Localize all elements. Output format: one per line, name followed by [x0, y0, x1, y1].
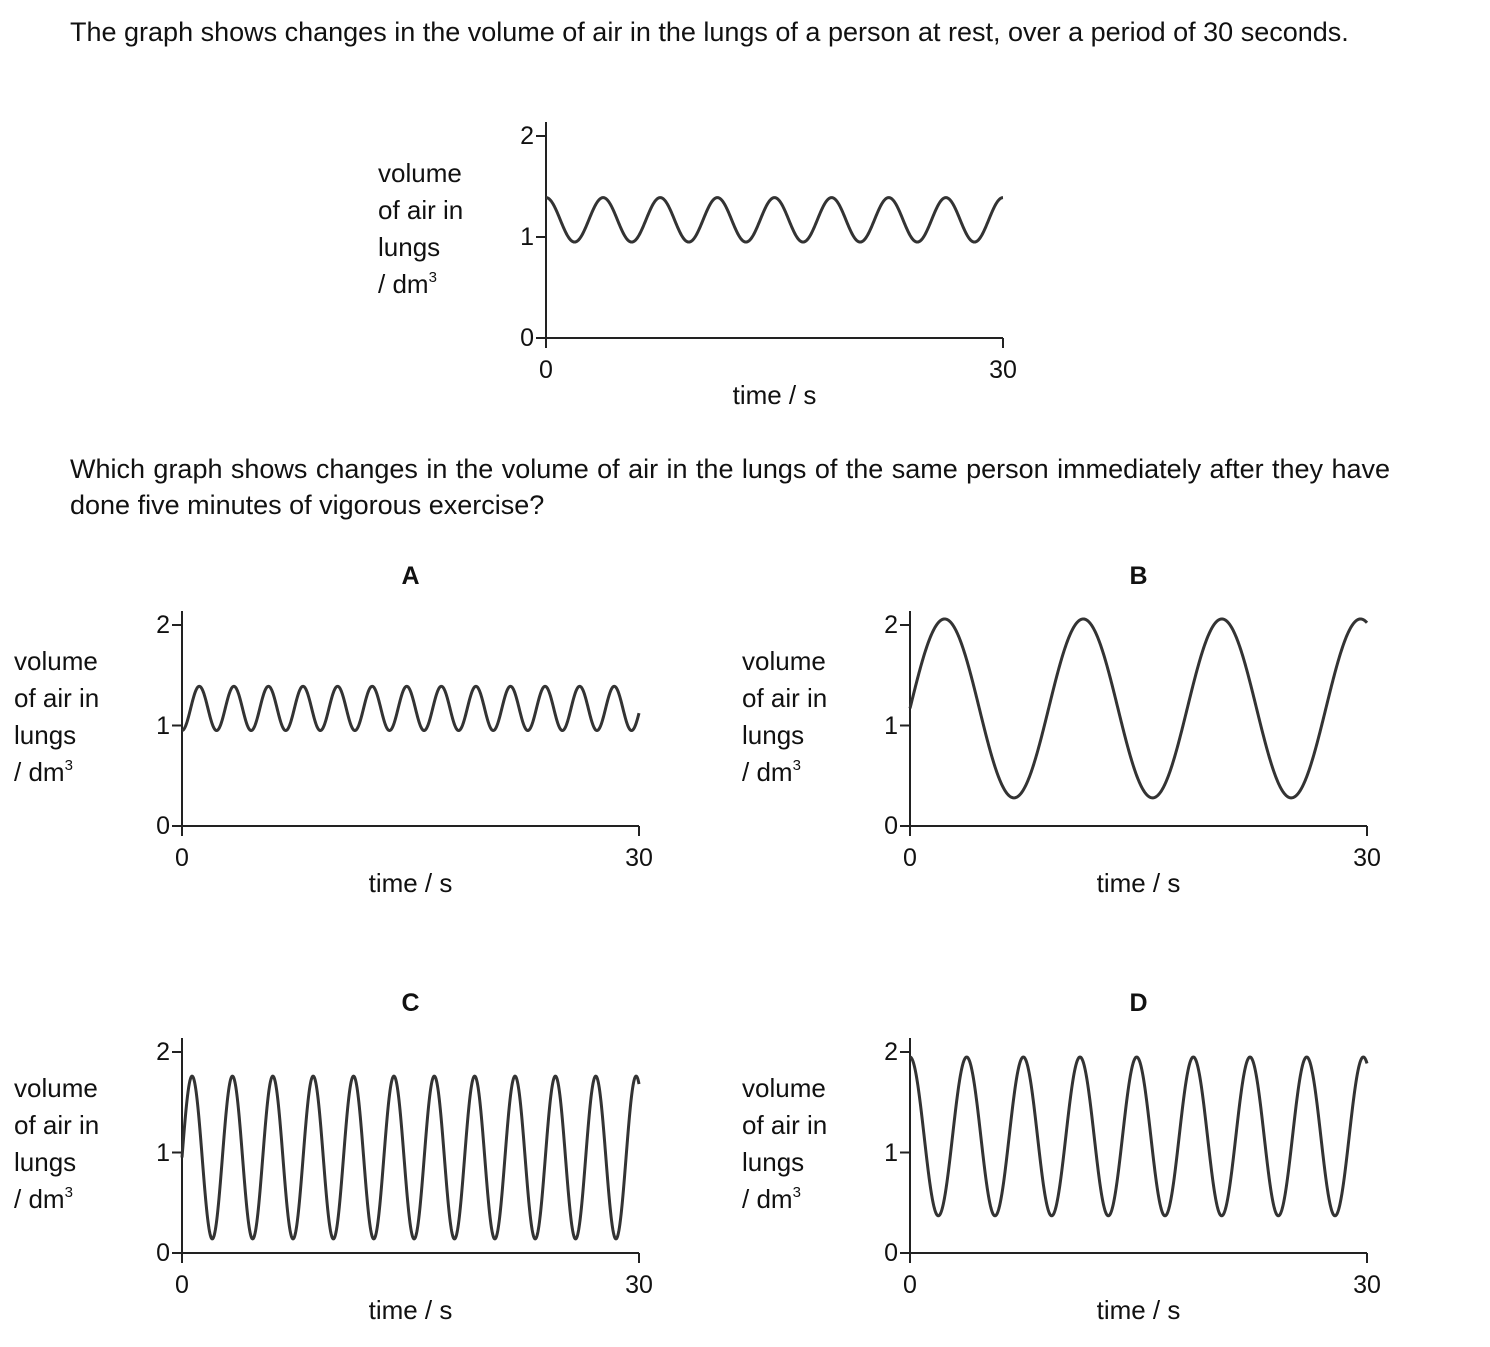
chart-rest: 0 1 2 0 30 time / s volume of air in lungs / dm3	[0, 110, 1017, 410]
unit-superscript: 3	[64, 1184, 73, 1201]
y-axis-label: volume of air in lungs / dm3	[742, 1070, 827, 1218]
y-axis-label: volume of air in lungs / dm3	[14, 1070, 99, 1218]
plot-area	[900, 611, 1369, 836]
y-tick-label: 2	[884, 611, 898, 639]
unit-superscript: 3	[792, 1184, 801, 1201]
x-tick-label: 30	[989, 356, 1017, 384]
plot-area	[536, 122, 1005, 348]
plot-area	[900, 1038, 1369, 1263]
y-tick-label: 1	[520, 223, 534, 251]
y-axis-label-line: lungs	[742, 1147, 805, 1177]
y-tick-label: 2	[156, 611, 170, 639]
y-axis-label-line: lungs	[14, 720, 77, 750]
y-tick-label: 0	[520, 324, 534, 352]
question-intro: The graph shows changes in the volume of…	[70, 17, 1349, 47]
x-axis-label: time / s	[732, 380, 817, 410]
y-axis-label-line: / dm3	[14, 1184, 73, 1214]
y-axis-label-line: of air in	[742, 1110, 828, 1140]
y-axis-label-line: of air in	[742, 683, 828, 713]
x-tick-label: 30	[1353, 844, 1381, 872]
y-axis-label-line: volume	[378, 158, 462, 188]
question-prompt: Which graph shows changes in the volume …	[70, 454, 1390, 520]
y-axis-label: volume of air in lungs / dm3	[742, 643, 827, 791]
chart-option-d: 0 1 2 0 30 time / s volume of air in lungs / dm3 D	[728, 987, 1428, 1325]
x-tick-label: 0	[903, 844, 917, 872]
option-letter: A	[401, 562, 420, 590]
unit-superscript: 3	[792, 757, 801, 774]
volume-curve	[180, 684, 641, 733]
y-tick-label: 1	[156, 711, 170, 740]
x-tick-label: 0	[175, 1271, 189, 1299]
volume-curve	[544, 196, 1005, 244]
y-tick-label: 0	[884, 1239, 898, 1267]
x-tick-label: 30	[625, 1271, 653, 1299]
y-axis-label-line: volume	[14, 1073, 98, 1103]
option-letter: B	[1129, 562, 1148, 590]
volume-curve	[908, 1055, 1369, 1218]
x-axis-label: time / s	[368, 1295, 453, 1325]
x-tick-label: 0	[175, 844, 189, 872]
volume-curve	[908, 617, 1369, 800]
y-axis-label-line: volume	[14, 646, 98, 676]
plot-area	[172, 1038, 641, 1263]
plot-area	[172, 611, 641, 836]
x-tick-label: 30	[1353, 1271, 1381, 1299]
y-axis-label-line: volume	[742, 1073, 826, 1103]
unit-superscript: 3	[64, 757, 73, 774]
x-tick-label: 0	[539, 356, 553, 384]
y-axis-label-line: / dm3	[742, 757, 801, 787]
chart-option-a: 0 1 2 0 30 time / s volume of air in lungs / dm3 A	[0, 560, 700, 898]
x-axis-label: time / s	[368, 868, 453, 898]
y-axis-label-line: of air in	[378, 195, 464, 225]
option-letter: C	[401, 989, 420, 1017]
x-axis-label: time / s	[1096, 1295, 1181, 1325]
y-tick-label: 1	[884, 711, 898, 740]
y-axis-label-line: / dm3	[742, 1184, 801, 1214]
unit-superscript: 3	[428, 269, 437, 286]
y-tick-label: 0	[156, 812, 170, 840]
y-tick-label: 0	[884, 812, 898, 840]
y-axis-label-line: volume	[742, 646, 826, 676]
y-tick-label: 2	[156, 1038, 170, 1066]
chart-option-c: 0 1 2 0 30 time / s volume of air in lungs / dm3 C	[0, 987, 700, 1325]
y-axis-label: volume of air in lungs / dm3	[14, 643, 99, 791]
y-axis-label-line: / dm3	[14, 757, 73, 787]
y-axis-label-line: lungs	[378, 232, 441, 262]
y-axis-label-line: lungs	[742, 720, 805, 750]
volume-curve	[180, 1074, 641, 1241]
x-tick-label: 0	[903, 1271, 917, 1299]
y-tick-label: 2	[520, 122, 534, 150]
y-tick-label: 1	[884, 1138, 898, 1167]
y-axis-label-line: lungs	[14, 1147, 77, 1177]
x-tick-label: 30	[625, 844, 653, 872]
x-axis-label: time / s	[1096, 868, 1181, 898]
y-tick-label: 2	[884, 1038, 898, 1066]
chart-option-b: 0 1 2 0 30 time / s volume of air in lungs / dm3 B	[728, 560, 1428, 898]
y-axis-label-line: of air in	[14, 1110, 100, 1140]
y-axis-label: volume of air in lungs / dm3	[378, 155, 463, 303]
y-tick-label: 0	[156, 1239, 170, 1267]
y-axis-label-line: of air in	[14, 683, 100, 713]
option-letter: D	[1129, 989, 1148, 1017]
y-axis-label-line: / dm3	[378, 269, 437, 299]
y-tick-label: 1	[156, 1138, 170, 1167]
